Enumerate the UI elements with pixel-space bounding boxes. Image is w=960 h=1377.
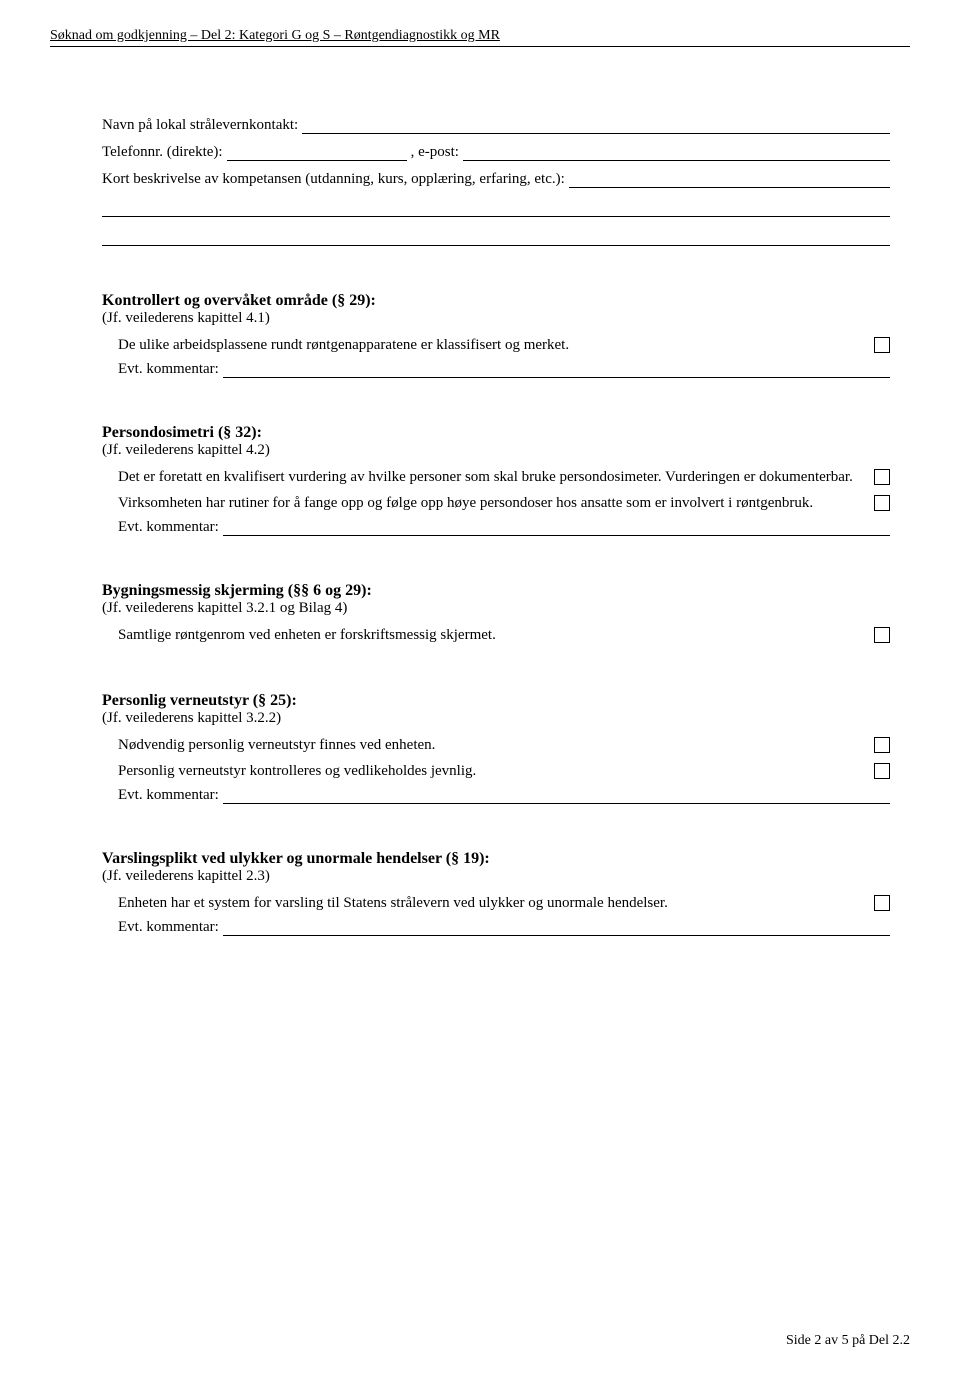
section-29-sub: (Jf. veilederens kapittel 4.1) — [102, 310, 890, 327]
section-25-sub: (Jf. veilederens kapittel 3.2.2) — [102, 710, 890, 727]
comment-label: Evt. kommentar: — [118, 519, 219, 536]
section-19-comment: Evt. kommentar: — [118, 919, 890, 936]
section-6-29: Bygningsmessig skjerming (§§ 6 og 29): (… — [102, 582, 890, 645]
section-25: Personlig verneutstyr (§ 25): (Jf. veile… — [102, 692, 890, 805]
section-32-item-1: Det er foretatt en kvalifisert vurdering… — [118, 467, 890, 487]
beskrivelse-input-line-2[interactable] — [102, 198, 890, 217]
tel-input-line[interactable] — [227, 145, 407, 162]
section-19-comment-line[interactable] — [223, 920, 890, 937]
section-25-item-2: Personlig verneutstyr kontrolleres og ve… — [118, 761, 890, 781]
section-19-title: Varslingsplikt ved ulykker og unormale h… — [102, 850, 890, 868]
section-25-item-1-text: Nødvendig personlig verneutstyr finnes v… — [118, 735, 874, 755]
epost-input-line[interactable] — [463, 145, 890, 162]
section-32-item-2-text: Virksomheten har rutiner for å fange opp… — [118, 493, 874, 513]
section-25-item-1-checkbox[interactable] — [874, 737, 890, 753]
comment-label: Evt. kommentar: — [118, 919, 219, 936]
section-25-item-1: Nødvendig personlig verneutstyr finnes v… — [118, 735, 890, 755]
section-32-item-1-text: Det er foretatt en kvalifisert vurdering… — [118, 467, 874, 487]
section-32-item-2-checkbox[interactable] — [874, 495, 890, 511]
section-25-item-2-checkbox[interactable] — [874, 763, 890, 779]
content: Navn på lokal strålevernkontakt: Telefon… — [50, 117, 910, 936]
section-6-29-sub: (Jf. veilederens kapittel 3.2.1 og Bilag… — [102, 600, 890, 617]
beskrivelse-input-line-3[interactable] — [102, 227, 890, 246]
section-32-comment-line[interactable] — [223, 520, 890, 537]
section-29-item-1: De ulike arbeidsplassene rundt røntgenap… — [118, 335, 890, 355]
section-29-item-1-text: De ulike arbeidsplassene rundt røntgenap… — [118, 335, 874, 355]
section-6-29-item-1: Samtlige røntgenrom ved enheten er forsk… — [118, 625, 890, 645]
page-header: Søknad om godkjenning – Del 2: Kategori … — [50, 28, 910, 47]
section-6-29-title: Bygningsmessig skjerming (§§ 6 og 29): — [102, 582, 890, 600]
tel-label: Telefonnr. (direkte): — [102, 144, 223, 161]
section-6-29-item-1-text: Samtlige røntgenrom ved enheten er forsk… — [118, 625, 874, 645]
section-25-item-2-text: Personlig verneutstyr kontrolleres og ve… — [118, 761, 874, 781]
section-32-item-1-checkbox[interactable] — [874, 469, 890, 485]
section-32-comment: Evt. kommentar: — [118, 519, 890, 536]
section-19-sub: (Jf. veilederens kapittel 2.3) — [102, 868, 890, 885]
section-6-29-item-1-checkbox[interactable] — [874, 627, 890, 643]
navn-label: Navn på lokal strålevernkontakt: — [102, 117, 298, 134]
section-25-comment: Evt. kommentar: — [118, 787, 890, 804]
section-32: Persondosimetri (§ 32): (Jf. veilederens… — [102, 424, 890, 537]
section-25-title: Personlig verneutstyr (§ 25): — [102, 692, 890, 710]
section-19-item-1-checkbox[interactable] — [874, 895, 890, 911]
field-navn: Navn på lokal strålevernkontakt: — [102, 117, 890, 134]
section-29-comment-line[interactable] — [223, 361, 890, 378]
section-19-item-1: Enheten har et system for varsling til S… — [118, 893, 890, 913]
page: Søknad om godkjenning – Del 2: Kategori … — [0, 0, 960, 1377]
page-footer: Side 2 av 5 på Del 2.2 — [786, 1333, 910, 1349]
navn-input-line[interactable] — [302, 118, 890, 135]
section-32-sub: (Jf. veilederens kapittel 4.2) — [102, 442, 890, 459]
section-29: Kontrollert og overvåket område (§ 29): … — [102, 292, 890, 378]
comment-label: Evt. kommentar: — [118, 361, 219, 378]
section-32-title: Persondosimetri (§ 32): — [102, 424, 890, 442]
comment-label: Evt. kommentar: — [118, 787, 219, 804]
beskrivelse-input-line-1[interactable] — [569, 172, 890, 189]
section-25-comment-line[interactable] — [223, 788, 890, 805]
section-29-title: Kontrollert og overvåket område (§ 29): — [102, 292, 890, 310]
section-29-comment: Evt. kommentar: — [118, 361, 890, 378]
section-29-item-1-checkbox[interactable] — [874, 337, 890, 353]
beskrivelse-label: Kort beskrivelse av kompetansen (utdanni… — [102, 171, 565, 188]
section-32-item-2: Virksomheten har rutiner for å fange opp… — [118, 493, 890, 513]
field-beskrivelse: Kort beskrivelse av kompetansen (utdanni… — [102, 171, 890, 188]
section-19: Varslingsplikt ved ulykker og unormale h… — [102, 850, 890, 936]
section-19-item-1-text: Enheten har et system for varsling til S… — [118, 893, 874, 913]
epost-label: , e-post: — [411, 144, 459, 161]
field-tel-epost: Telefonnr. (direkte): , e-post: — [102, 144, 890, 161]
